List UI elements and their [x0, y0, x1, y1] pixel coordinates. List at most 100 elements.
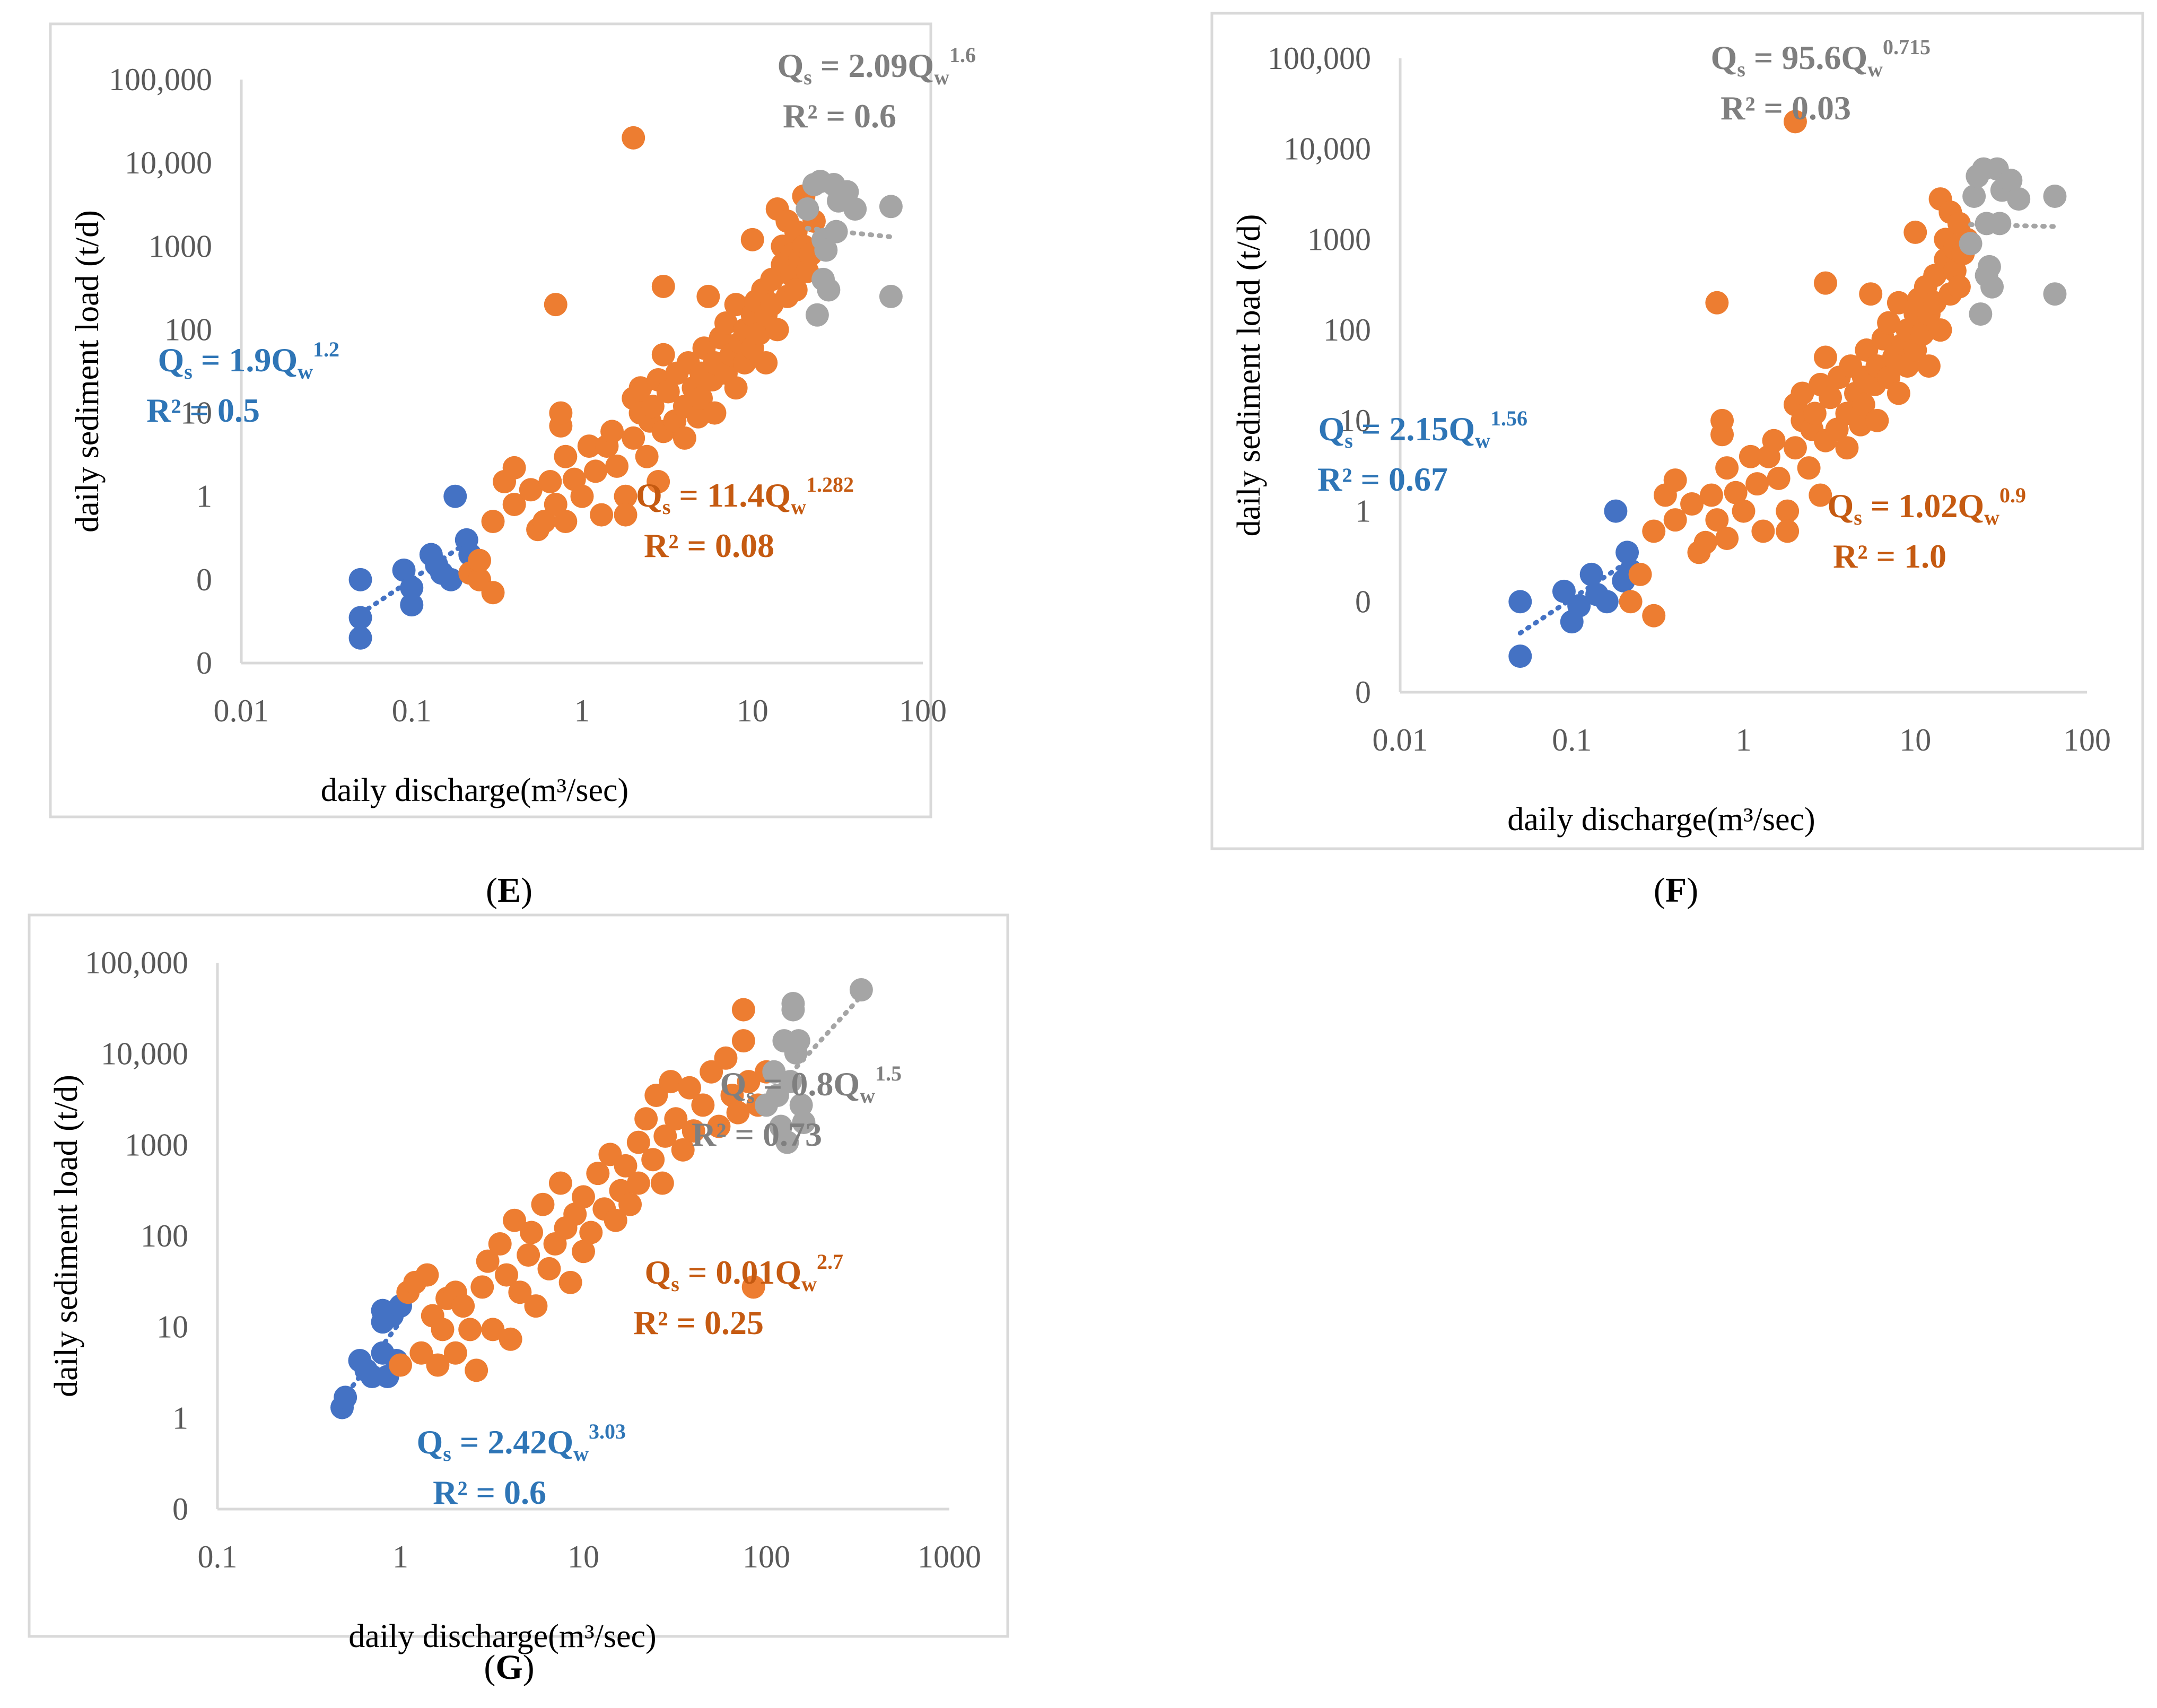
data-point-low	[1604, 499, 1628, 523]
r-squared-high: R² = 0.6	[783, 97, 896, 135]
data-point-mid	[659, 1070, 683, 1094]
data-point-mid	[517, 1243, 540, 1267]
data-point-high	[1969, 302, 1993, 326]
x-tick-label: 10	[1899, 722, 1931, 757]
data-point-mid	[641, 395, 665, 419]
data-point-mid	[635, 445, 659, 468]
y-tick-label: 100	[164, 312, 212, 347]
data-point-mid	[614, 1154, 638, 1178]
x-tick-label: 1	[1736, 722, 1752, 757]
equation-low: Qs = 1.9Qw1.2	[158, 337, 340, 384]
data-point-high	[849, 978, 873, 1002]
chart-panel-g: 0.1 1 10 100 1000 0 1 10 100 1000 10,000 100,000 dai…	[28, 913, 1009, 1687]
data-point-mid	[502, 456, 526, 480]
data-point-mid	[1903, 220, 1927, 244]
data-point-mid	[748, 321, 772, 345]
data-point-mid	[741, 1275, 765, 1299]
data-point-low	[392, 558, 416, 582]
data-point-mid	[714, 311, 738, 335]
data-point-mid	[682, 1119, 705, 1143]
data-point-mid	[731, 998, 755, 1022]
r-squared-mid: R² = 0.25	[633, 1304, 764, 1341]
data-point-mid	[554, 510, 578, 534]
y-tick-label: 100,000	[1268, 41, 1371, 76]
data-point-mid	[1680, 492, 1704, 516]
data-point-mid	[1947, 275, 1971, 299]
chart-frame	[49, 22, 932, 818]
data-point-mid	[415, 1263, 439, 1287]
data-point-low	[1567, 594, 1591, 618]
data-point-mid	[641, 1148, 665, 1172]
y-tick-label: 100	[1323, 312, 1371, 347]
data-point-mid	[724, 376, 748, 400]
x-tick-label: 0.1	[1552, 722, 1592, 757]
data-point-mid	[579, 1221, 603, 1244]
data-point-mid	[1705, 291, 1729, 315]
data-point-mid	[389, 1353, 412, 1377]
data-point-mid	[626, 1130, 650, 1154]
data-point-mid	[1887, 381, 1910, 405]
x-axis-title: daily discharge(m³/sec)	[1507, 801, 1815, 838]
data-point-high	[879, 195, 903, 219]
data-point-mid	[651, 274, 675, 298]
data-point-mid	[1928, 318, 1952, 342]
data-point-mid	[519, 478, 543, 502]
data-point-mid	[520, 1221, 544, 1244]
data-point-low	[1552, 579, 1576, 603]
x-tick-label: 10	[567, 1539, 599, 1574]
series-mid	[389, 998, 778, 1382]
data-point-high	[1962, 184, 1986, 208]
data-point-high	[2043, 184, 2067, 208]
data-point-high	[1999, 168, 2023, 192]
data-point-mid	[650, 1171, 674, 1195]
data-point-mid	[458, 1318, 482, 1341]
r-squared-low: R² = 0.6	[433, 1474, 546, 1511]
data-point-mid	[700, 1060, 723, 1084]
data-point-mid	[1628, 562, 1652, 586]
data-point-mid	[431, 1318, 455, 1341]
data-point-high	[2043, 282, 2067, 306]
data-point-mid	[1910, 322, 1934, 346]
data-point-mid	[558, 1270, 582, 1294]
data-point-mid	[531, 1192, 555, 1216]
data-point-mid	[1917, 354, 1941, 378]
data-point-mid	[647, 470, 670, 494]
data-point-mid	[583, 459, 607, 483]
x-tick-label: 0.1	[392, 693, 432, 728]
data-point-mid	[1619, 590, 1643, 614]
data-point-mid	[577, 434, 601, 458]
y-tick-label: 10,000	[125, 145, 212, 180]
series-mid	[1619, 110, 1979, 628]
y-tick-label: 0	[196, 562, 212, 597]
data-point-mid	[618, 1192, 642, 1216]
data-point-mid	[468, 548, 492, 572]
equation-mid: Qs = 0.01Qw2.7	[645, 1250, 844, 1296]
data-point-mid	[644, 1083, 668, 1107]
data-point-low	[1508, 590, 1532, 614]
data-point-mid	[470, 1275, 494, 1299]
data-point-mid	[673, 426, 696, 450]
data-point-mid	[604, 1208, 627, 1232]
data-point-mid	[549, 401, 573, 425]
y-tick-label: 10,000	[1283, 132, 1371, 167]
data-point-low	[1595, 590, 1619, 614]
data-point-mid	[678, 1076, 702, 1100]
x-tick-label: 100	[899, 693, 947, 728]
y-tick-label: 10	[1339, 403, 1371, 438]
data-point-mid	[765, 318, 789, 342]
data-point-mid	[714, 1046, 738, 1070]
data-point-high	[775, 1130, 799, 1154]
r-squared-mid: R² = 0.08	[644, 527, 774, 564]
data-point-mid	[634, 1107, 658, 1131]
equation-low: Qs = 2.42Qw3.03	[417, 1419, 626, 1466]
trendline-high	[764, 994, 864, 1103]
y-tick-label: 0	[172, 1492, 188, 1527]
data-point-low	[334, 1385, 357, 1409]
series-low	[348, 484, 482, 650]
data-point-mid	[476, 1249, 500, 1273]
equation-low: Qs = 2.15Qw1.56	[1318, 406, 1528, 452]
data-point-mid	[689, 386, 713, 410]
data-point-mid	[671, 1138, 695, 1162]
data-point-mid	[1739, 445, 1762, 468]
